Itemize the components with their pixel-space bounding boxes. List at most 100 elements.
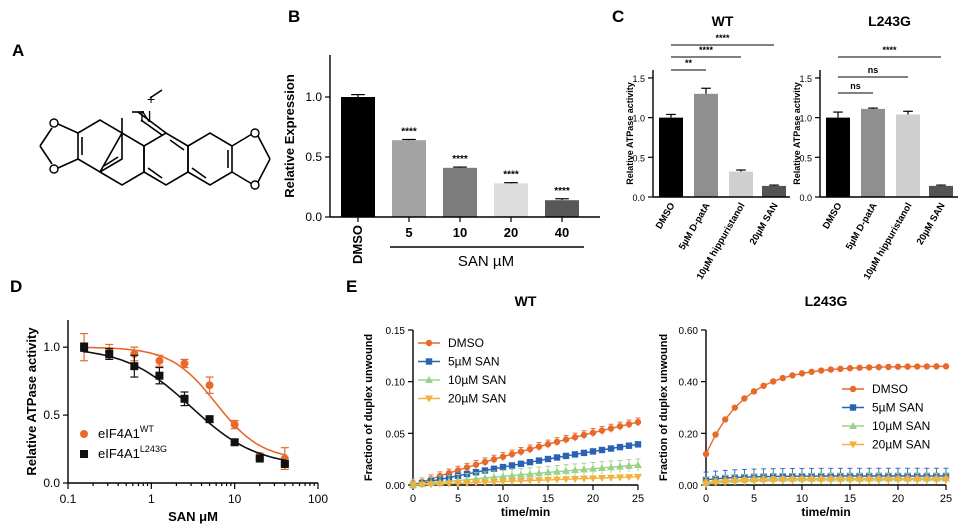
y-axis-label: Fraction of duplex unwound (658, 334, 670, 481)
legend-marker (425, 376, 433, 383)
data-point (770, 378, 777, 385)
data-point (616, 462, 624, 470)
x-tick-label: 1 (148, 492, 155, 506)
x-tick-label: 5 (455, 493, 461, 505)
data-point (427, 481, 435, 489)
data-point (760, 382, 767, 389)
data-point (798, 370, 806, 377)
data-point (535, 443, 543, 450)
chart-d-dose-response: 0.0 0.5 1.0 0.1 1 10 100 SAN μM Relative ATPase … (24, 320, 328, 524)
legend-label: 10µM SAN (448, 373, 506, 387)
y-axis-label: Fraction of duplex unwound (363, 334, 375, 481)
y-axis-label: Relative Expression (282, 74, 297, 198)
y-tick-label: 0.0 (43, 476, 60, 490)
data-point (846, 365, 854, 372)
data-point (625, 474, 633, 482)
data-point (130, 362, 139, 371)
x-tick-label: 40 (555, 225, 569, 240)
data-point (942, 476, 950, 484)
data-point (598, 475, 606, 483)
data-point (230, 438, 239, 447)
data-point (553, 454, 561, 461)
data-point (625, 442, 633, 449)
chart-b-relative-expression: 0.0 0.5 1.0 Relative Expression DMSO **** 5 ***… (282, 55, 600, 270)
data-point (463, 479, 471, 487)
data-point (526, 469, 534, 477)
data-point (562, 476, 570, 484)
data-point (750, 388, 758, 395)
y-tick-label: 0.0 (799, 193, 812, 203)
data-point (105, 349, 114, 358)
data-point (562, 452, 570, 460)
data-point (499, 453, 507, 460)
data-point (598, 427, 606, 434)
fit-curve (82, 346, 287, 456)
data-point (731, 404, 738, 411)
data-point (712, 431, 719, 438)
bar (729, 171, 753, 197)
y-tick-label: 1.5 (799, 74, 812, 84)
data-point (894, 363, 902, 370)
data-point (874, 476, 883, 484)
data-point (702, 480, 710, 488)
x-tick-label: 20µM SAN (915, 201, 948, 247)
nitrogen-atom: N (140, 109, 152, 126)
x-tick-label: 15 (844, 493, 856, 505)
data-point (923, 363, 930, 370)
data-point (827, 366, 834, 373)
panel-label-a: A (12, 41, 24, 60)
data-point (589, 464, 597, 472)
data-point (499, 472, 507, 480)
data-point (544, 476, 552, 484)
y-tick-label: 0.5 (43, 408, 60, 422)
data-point (445, 480, 453, 488)
x-tick-label: 20 (892, 493, 904, 505)
x-tick-label: 0.1 (60, 492, 77, 506)
data-point (255, 454, 264, 463)
x-tick-label: 10 (497, 493, 509, 505)
sanguinarine-structure: N + (39, 89, 271, 190)
data-point (740, 478, 749, 486)
oxygen-atom (250, 128, 260, 138)
x-tick-label: DMSO (821, 201, 845, 231)
panel-label-c: C (612, 7, 624, 26)
double-bond (103, 156, 119, 167)
data-point (789, 372, 796, 379)
data-point (490, 465, 498, 472)
data-point (544, 441, 552, 448)
bar (545, 200, 579, 217)
x-tick-label: 10 (796, 493, 808, 505)
comparison-label: **** (882, 45, 897, 55)
data-point (454, 480, 462, 488)
data-point (535, 457, 543, 464)
data-point (230, 420, 239, 429)
legend-marker (80, 430, 88, 438)
x-axis-label: SAN μM (168, 509, 218, 524)
data-point (722, 416, 729, 423)
y-tick-label: 0.5 (799, 153, 812, 163)
comparison-label: **** (699, 45, 714, 55)
significance-label: **** (554, 186, 570, 197)
data-point (481, 467, 489, 474)
double-bond (140, 119, 163, 136)
data-point (553, 467, 561, 475)
data-point (741, 395, 748, 402)
data-point (553, 438, 561, 446)
x-tick-label: 25 (632, 493, 644, 505)
x-tick-label: 0 (410, 493, 416, 505)
y-tick-label: 1.0 (632, 114, 645, 124)
data-point (517, 470, 525, 478)
bar (896, 114, 920, 197)
legend-marker (425, 339, 433, 347)
data-point (472, 479, 480, 487)
data-point (535, 469, 543, 477)
data-point (750, 477, 758, 485)
data-point (508, 471, 516, 479)
n-methyl (149, 89, 163, 99)
data-point (436, 480, 444, 488)
legend-label: 20µM SAN (872, 438, 930, 452)
legend-label: 5µM SAN (448, 355, 500, 369)
data-point (571, 451, 579, 458)
data-point (702, 450, 710, 458)
